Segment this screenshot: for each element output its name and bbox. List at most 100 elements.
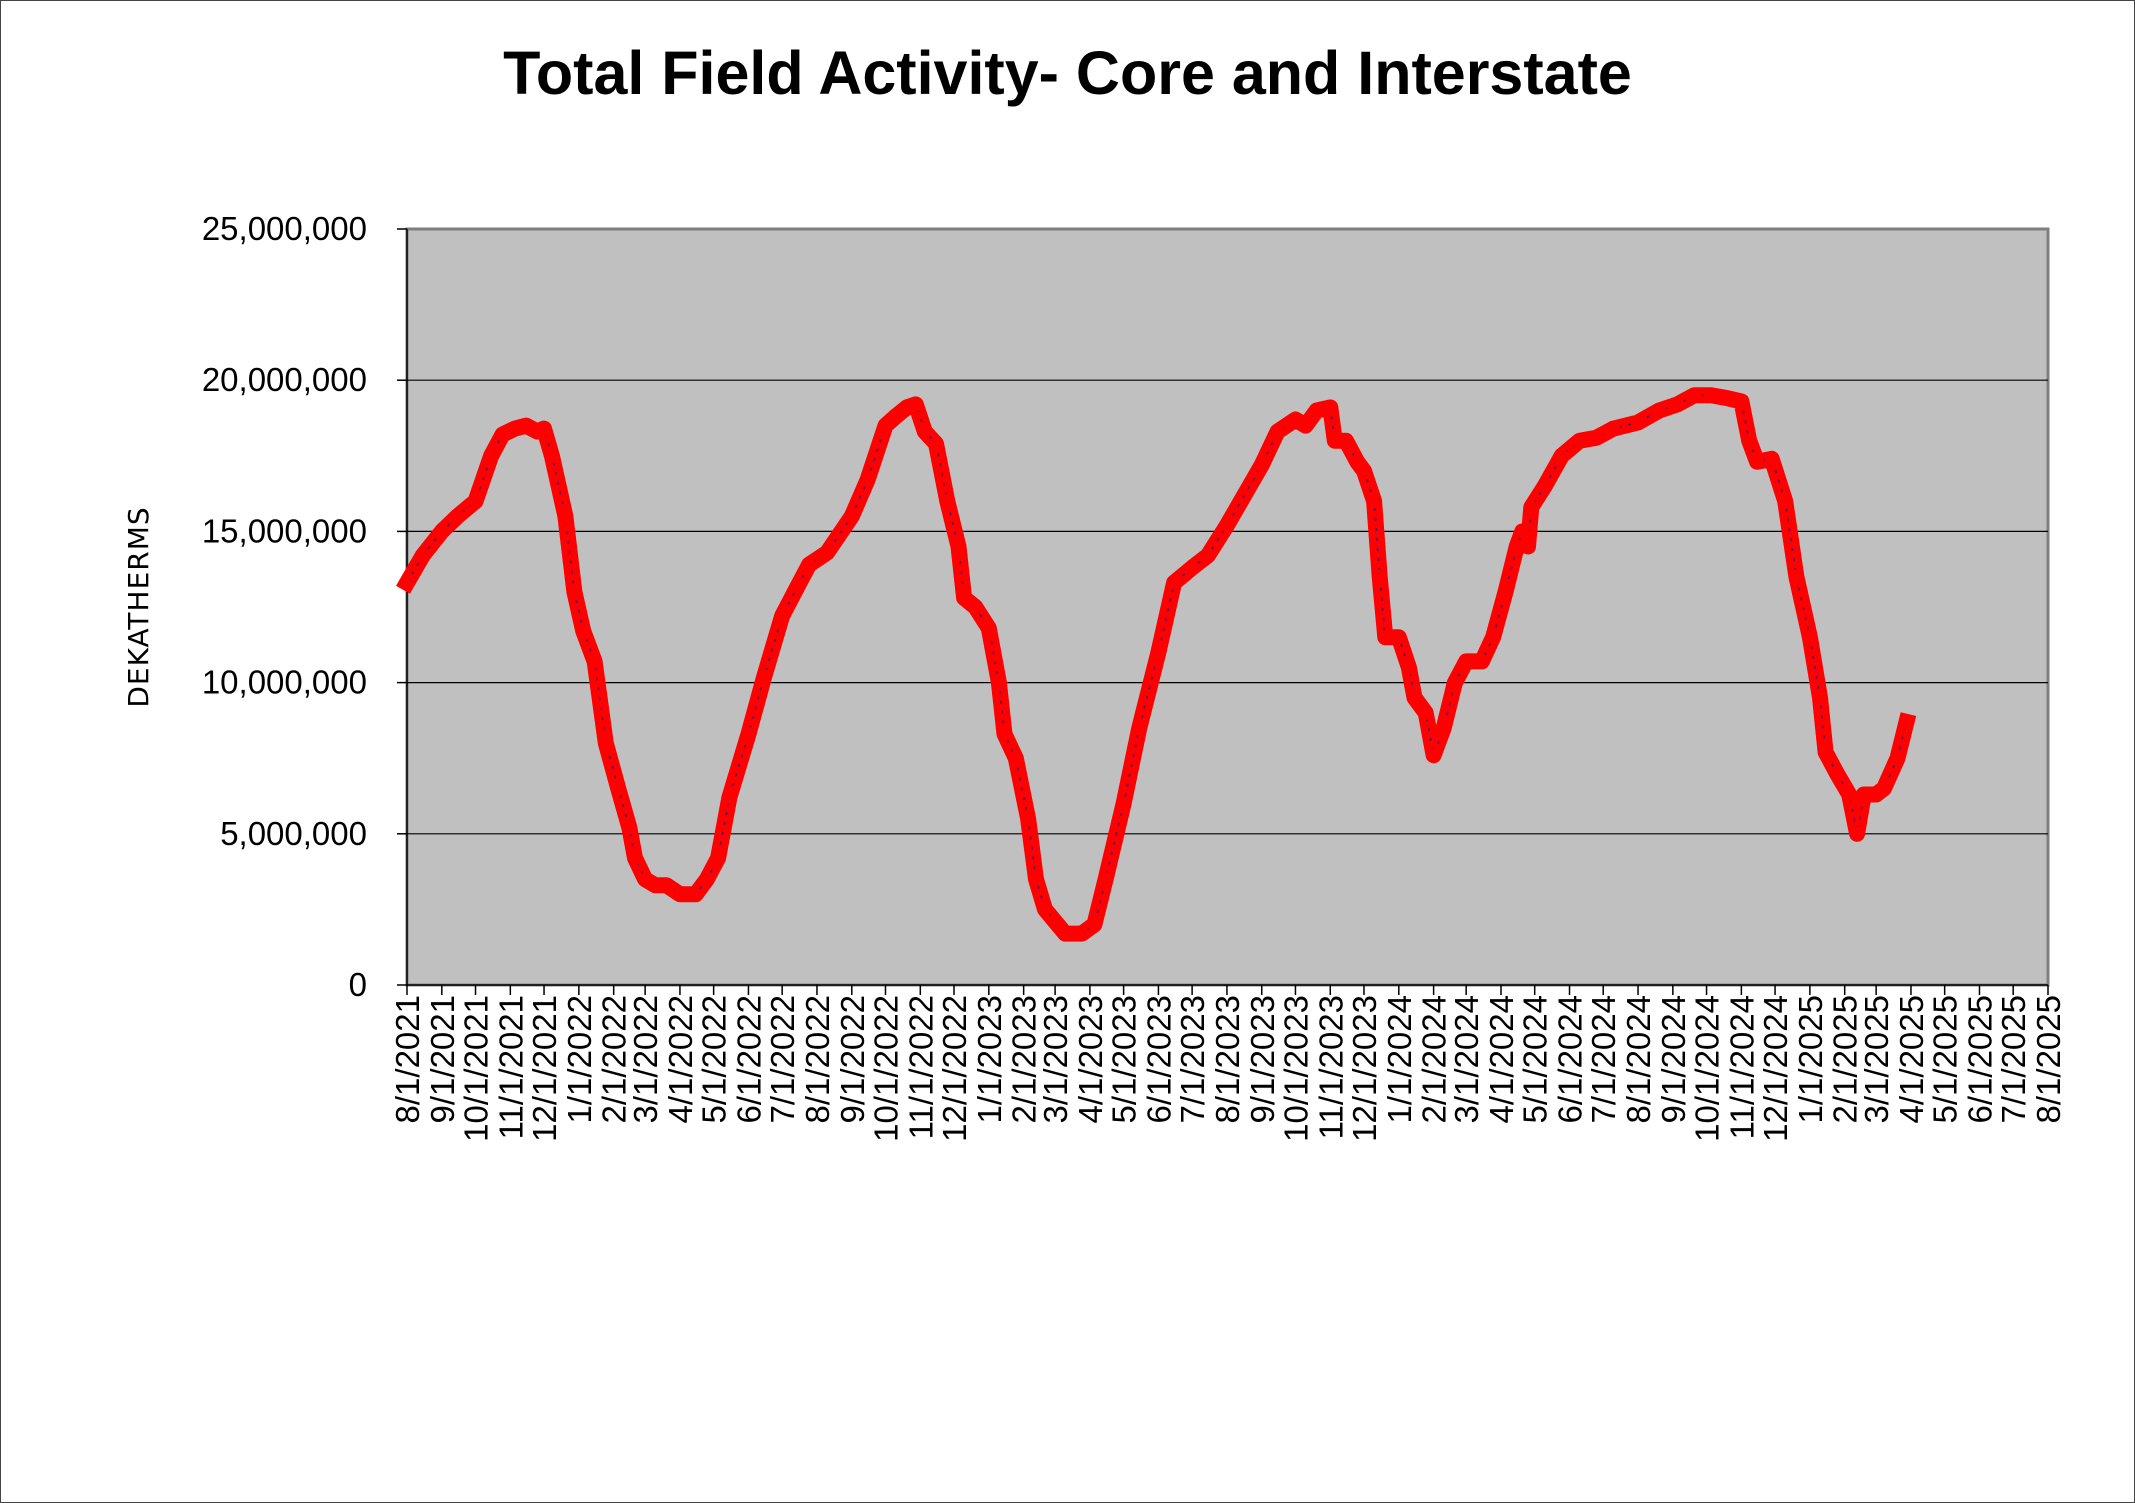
x-tick-label: 2/1/2024 bbox=[1416, 995, 1453, 1123]
data-point bbox=[940, 494, 955, 509]
y-tick-label: 10,000,000 bbox=[202, 664, 367, 701]
data-point bbox=[699, 872, 714, 887]
data-point bbox=[1877, 781, 1891, 796]
data-point bbox=[1058, 926, 1073, 941]
x-tick-label: 8/1/2021 bbox=[389, 995, 426, 1123]
x-tick-label: 8/1/2022 bbox=[799, 995, 836, 1123]
x-tick-label: 4/1/2022 bbox=[662, 995, 699, 1123]
data-point bbox=[1418, 705, 1433, 720]
data-point bbox=[1323, 400, 1338, 415]
x-tick-label: 3/1/2024 bbox=[1448, 995, 1485, 1123]
data-point bbox=[1606, 421, 1621, 436]
data-point bbox=[1378, 630, 1393, 645]
y-tick-label: 25,000,000 bbox=[202, 210, 367, 247]
data-point bbox=[1742, 433, 1757, 448]
data-point bbox=[1554, 448, 1569, 463]
gridlines bbox=[407, 379, 2048, 835]
x-tick-label: 12/1/2021 bbox=[526, 995, 563, 1142]
x-tick-label: 7/1/2023 bbox=[1174, 995, 1211, 1123]
x-tick-label: 5/1/2022 bbox=[696, 995, 733, 1123]
data-point bbox=[1778, 494, 1793, 509]
data-point bbox=[1367, 494, 1382, 509]
x-tick-label: 10/1/2024 bbox=[1689, 995, 1726, 1142]
data-point bbox=[611, 781, 626, 796]
data-point bbox=[1589, 430, 1604, 445]
data-point bbox=[1486, 630, 1501, 645]
data-point bbox=[598, 736, 613, 751]
data-point bbox=[929, 436, 943, 451]
y-axis-label: DEKATHERMS bbox=[122, 506, 155, 707]
data-point bbox=[648, 878, 663, 893]
data-point bbox=[1339, 433, 1353, 448]
data-point bbox=[587, 654, 602, 669]
data-point bbox=[400, 575, 414, 590]
x-tick-label: 3/1/2023 bbox=[1037, 995, 1074, 1123]
data-point bbox=[981, 621, 996, 636]
x-tick-label: 8/1/2023 bbox=[1209, 995, 1246, 1123]
data-point bbox=[415, 548, 430, 563]
x-tick-label: 5/1/2025 bbox=[1927, 995, 1964, 1123]
data-point bbox=[1750, 454, 1765, 469]
x-tick-label: 6/1/2024 bbox=[1552, 995, 1589, 1123]
data-point bbox=[820, 545, 835, 560]
data-point bbox=[1687, 388, 1702, 403]
data-point bbox=[1802, 630, 1817, 645]
data-point bbox=[576, 624, 591, 639]
x-tick-label: 1/1/2022 bbox=[561, 995, 598, 1123]
x-tick-label: 11/1/2022 bbox=[902, 995, 939, 1139]
x-tick-label: 5/1/2024 bbox=[1517, 995, 1554, 1123]
plot-area bbox=[405, 227, 2050, 987]
y-tick-label: 5,000,000 bbox=[220, 815, 367, 852]
x-tick-label: 5/1/2023 bbox=[1106, 995, 1143, 1123]
data-point bbox=[495, 427, 510, 442]
data-point bbox=[878, 418, 893, 433]
data-point bbox=[1899, 714, 1914, 729]
data-point bbox=[688, 887, 703, 902]
x-tick-labels: 8/1/20219/1/202110/1/202111/1/202112/1/2… bbox=[389, 995, 2067, 1142]
data-point bbox=[722, 790, 737, 805]
data-point bbox=[802, 557, 817, 572]
data-point bbox=[1670, 397, 1685, 412]
data-point bbox=[1309, 403, 1324, 418]
y-tick-labels: 0 5,000,000 10,000,000 15,000,000 20,000,000… bbox=[202, 210, 367, 1003]
x-tick-label: 2/1/2025 bbox=[1827, 995, 1864, 1123]
data-point bbox=[558, 509, 573, 524]
data-point bbox=[484, 448, 499, 463]
data-point bbox=[1850, 826, 1865, 841]
data-point bbox=[917, 424, 932, 439]
x-tick-label: 11/1/2024 bbox=[1723, 995, 1760, 1139]
data-point bbox=[1426, 748, 1441, 763]
data-point bbox=[991, 675, 1006, 690]
x-tick-label: 6/1/2022 bbox=[730, 995, 767, 1123]
data-point bbox=[1436, 721, 1451, 735]
data-point bbox=[1391, 630, 1406, 645]
data-point bbox=[1407, 690, 1422, 705]
data-point bbox=[951, 539, 966, 554]
data-point bbox=[1515, 524, 1530, 539]
data-point bbox=[1459, 654, 1474, 669]
data-point bbox=[1357, 463, 1371, 478]
x-tick-label: 6/1/2025 bbox=[1961, 995, 1998, 1123]
data-point bbox=[997, 727, 1012, 741]
data-point bbox=[1789, 569, 1804, 584]
x-tick-label: 11/1/2023 bbox=[1312, 995, 1349, 1139]
data-point bbox=[860, 473, 875, 487]
data-point bbox=[1498, 584, 1513, 599]
y-tick-label: 20,000,000 bbox=[202, 361, 367, 398]
x-tick-label: 12/1/2024 bbox=[1757, 995, 1794, 1142]
x-tick-label: 12/1/2022 bbox=[936, 995, 973, 1142]
data-point bbox=[1764, 451, 1779, 466]
data-point bbox=[1116, 796, 1131, 811]
data-point bbox=[1401, 660, 1416, 675]
data-point bbox=[544, 448, 559, 463]
x-tick-label: 3/1/2022 bbox=[627, 995, 664, 1123]
data-point bbox=[1572, 433, 1587, 448]
data-point bbox=[1704, 388, 1718, 403]
x-tick-label: 4/1/2023 bbox=[1072, 995, 1109, 1123]
x-tick-label: 9/1/2022 bbox=[834, 995, 871, 1123]
x-tick-label: 1/1/2023 bbox=[971, 995, 1008, 1123]
data-point bbox=[1298, 418, 1313, 433]
data-point bbox=[450, 509, 465, 524]
data-point bbox=[1474, 654, 1489, 669]
data-point bbox=[1254, 457, 1269, 472]
